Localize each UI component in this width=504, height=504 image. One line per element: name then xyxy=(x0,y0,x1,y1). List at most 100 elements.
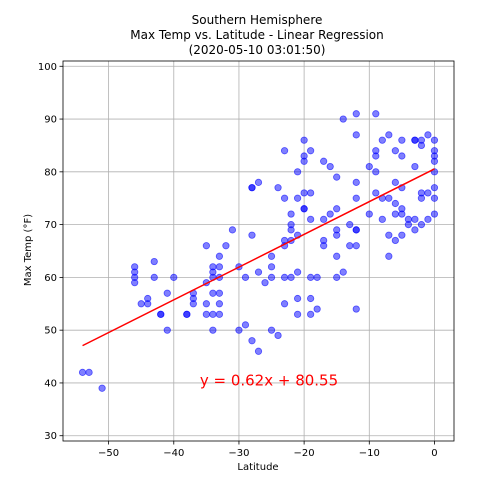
scatter-point xyxy=(280,300,289,308)
scatter-point xyxy=(307,294,315,303)
scatter-point xyxy=(326,162,334,171)
y-tick-label: 30 xyxy=(44,431,57,442)
scatter-point xyxy=(346,242,354,250)
scatter-point xyxy=(385,194,393,202)
scatter-point xyxy=(293,194,302,202)
scatter-point xyxy=(157,310,165,318)
scatter-point xyxy=(339,115,347,123)
scatter-point xyxy=(163,326,171,334)
scatter-point xyxy=(287,273,295,281)
scatter-point xyxy=(411,226,419,234)
scatter-point xyxy=(411,136,419,144)
grid xyxy=(63,61,454,441)
scatter-point xyxy=(202,300,210,308)
scatter-point xyxy=(248,337,256,345)
x-tick-label: −50 xyxy=(98,448,119,459)
scatter-point xyxy=(307,273,315,281)
scatter-point xyxy=(378,136,386,144)
scatter-point xyxy=(320,242,328,250)
scatter-point xyxy=(352,242,360,250)
scatter-point xyxy=(333,231,341,239)
scatter-point xyxy=(274,331,282,340)
y-tick-label: 70 xyxy=(44,220,57,231)
scatter-point xyxy=(300,157,308,165)
scatter-point xyxy=(398,231,406,239)
scatter-point xyxy=(209,310,217,318)
scatter-point xyxy=(189,300,197,308)
scatter-point xyxy=(131,279,139,287)
scatter-point xyxy=(170,273,178,281)
scatter-point xyxy=(215,300,223,308)
scatter-point xyxy=(372,110,380,118)
scatter-point xyxy=(293,310,302,318)
scatter-point xyxy=(248,231,256,239)
y-tick-label: 90 xyxy=(44,115,57,126)
scatter-point xyxy=(280,147,289,155)
scatter-point xyxy=(248,184,256,192)
scatter-point xyxy=(430,194,439,202)
scatter-point xyxy=(398,136,406,144)
y-tick-label: 80 xyxy=(44,167,57,178)
scatter-point xyxy=(417,194,426,202)
scatter-point xyxy=(352,194,360,202)
x-tick-label: −10 xyxy=(359,448,380,459)
scatter-point xyxy=(150,273,158,281)
scatter-point xyxy=(352,131,360,139)
scatter-point xyxy=(300,136,308,144)
y-tick-label: 40 xyxy=(44,378,57,389)
scatter-point xyxy=(235,326,243,334)
scatter-point xyxy=(430,136,439,144)
scatter-point xyxy=(320,215,328,223)
scatter-point xyxy=(150,257,158,266)
scatter-point xyxy=(307,189,315,197)
scatter-point xyxy=(326,210,334,218)
regression-line xyxy=(82,168,435,347)
scatter-point xyxy=(313,273,321,281)
scatter-point xyxy=(385,252,393,260)
scatter-point xyxy=(365,162,373,171)
scatter-point xyxy=(293,268,302,276)
scatter-point xyxy=(365,210,373,218)
scatter-point xyxy=(215,252,223,260)
scatter-point xyxy=(209,326,217,334)
scatter-point xyxy=(287,210,295,218)
scatter-point xyxy=(274,184,282,192)
x-tick-label: −40 xyxy=(163,448,184,459)
scatter-point xyxy=(215,310,223,318)
x-tick-label: −20 xyxy=(294,448,315,459)
scatter-point xyxy=(391,147,399,155)
scatter-point xyxy=(346,221,354,229)
scatter-point xyxy=(352,178,360,186)
scatter-point xyxy=(307,147,315,155)
regression-equation: y = 0.62x + 80.55 xyxy=(200,372,338,390)
scatter-point xyxy=(85,368,93,376)
scatter-point xyxy=(267,263,276,271)
scatter-point xyxy=(300,205,308,213)
x-tick-label: −30 xyxy=(228,448,249,459)
scatter-point xyxy=(261,279,269,287)
scatter-point xyxy=(313,305,321,313)
scatter-point xyxy=(352,226,360,234)
scatter-point xyxy=(287,226,295,234)
x-tick-label: 0 xyxy=(431,448,437,459)
scatter-point xyxy=(267,273,276,281)
scatter-point xyxy=(307,310,315,318)
scatter-point xyxy=(222,242,230,250)
scatter-point xyxy=(417,221,426,229)
scatter-point xyxy=(424,189,432,197)
scatter-point xyxy=(411,215,419,223)
scatter-point xyxy=(424,215,432,223)
scatter-point xyxy=(398,210,406,218)
scatter-point xyxy=(378,215,386,223)
chart-title-line-3: (2020-05-10 03:01:50) xyxy=(189,43,326,57)
scatter-point xyxy=(78,368,87,376)
y-tick-label: 100 xyxy=(38,62,57,73)
scatter-point xyxy=(98,384,106,392)
scatter-point xyxy=(254,178,263,186)
scatter-point xyxy=(333,273,341,281)
x-axis-label: Latitude xyxy=(237,462,278,473)
scatter-point xyxy=(202,242,210,250)
y-tick-label: 50 xyxy=(44,326,57,337)
scatter-point xyxy=(144,294,152,303)
